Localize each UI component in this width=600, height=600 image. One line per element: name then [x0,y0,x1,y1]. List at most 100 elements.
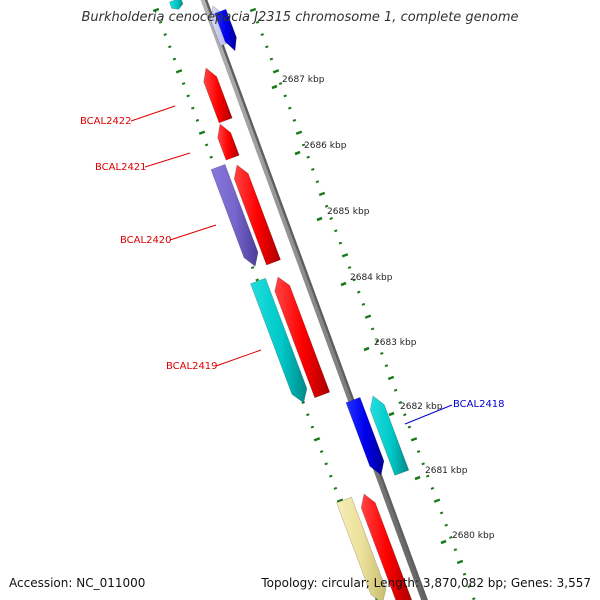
inner-tick [333,486,338,490]
outer-tick [288,106,292,110]
outer-tick [334,229,338,233]
kbp-tick [440,539,447,545]
kbp-label: 2682 kbp [400,402,443,412]
genome-summary-text: Topology: circular; Length: 3,870,082 bp… [261,576,591,590]
inner-tick [198,130,206,135]
outer-tick [329,217,333,220]
inner-tick [310,425,315,429]
gene-label-leader [130,105,176,122]
outer-tick [364,314,372,319]
gene-bcal2420-partner [233,164,281,266]
outer-tick [295,130,303,135]
label-leader-lines [130,105,453,425]
kbp-label: 2685 kbp [327,207,370,217]
gene-bcal2421 [217,123,240,161]
gene-bcal2422 [203,67,233,124]
outer-tick [384,364,389,368]
outer-tick [324,204,329,208]
gene-red-bottom [360,493,413,600]
accession-text: Accession: NC_011000 [9,576,146,590]
outer-tick [456,559,464,565]
outer-tick [444,523,448,527]
outer-tick [357,290,361,294]
inner-tick [195,118,200,122]
gene-label-leader [215,349,262,367]
backbone-line [200,0,426,600]
outer-tick [403,413,407,417]
gene-label: BCAL2418 [453,399,505,410]
outer-tick [416,450,421,454]
inner-tick [329,474,333,478]
inner-tick [191,106,195,110]
gene-cyan-top [168,0,184,10]
inner-tick [204,143,209,147]
inner-tick [306,413,310,417]
gene-label-leader [404,404,453,425]
tick-marks [152,7,476,600]
outer-tick [426,474,430,478]
outer-tick [380,351,384,355]
inner-tick [336,498,344,503]
inner-tick [209,155,213,159]
outer-tick [449,535,453,539]
kbp-tick [363,346,370,352]
outer-tick [338,241,343,245]
gene-bcal2419 [250,277,308,404]
gene-bcal2419-partner [274,276,331,399]
outer-tick [352,278,356,282]
outer-tick [249,7,257,13]
kbp-label: 2681 kbp [425,466,468,476]
gene-label: BCAL2422 [80,116,132,127]
gene-bcal2420 [210,163,259,267]
outer-tick [283,94,287,98]
outer-tick [439,511,444,515]
inner-tick [255,278,259,282]
kbp-tick [294,150,301,156]
kbp-label: 2680 kbp [452,531,495,541]
gene-blue-top [214,8,237,52]
outer-tick [306,155,310,159]
inner-tick [163,33,167,36]
kbp-tick [316,216,323,222]
outer-tick [292,118,297,122]
outer-tick [467,585,471,588]
outer-tick [430,486,435,490]
kbp-label: 2684 kbp [350,273,393,283]
inner-tick [172,57,177,61]
outer-tick [341,253,349,258]
kbp-label: 2687 kbp [282,75,325,85]
outer-tick [421,462,425,466]
kbp-label: 2683 kbp [374,338,417,348]
gene-label: BCAL2420 [120,235,172,246]
outer-tick [462,572,467,576]
inner-tick [158,20,163,24]
inner-tick [186,94,190,98]
outer-tick [387,375,395,381]
outer-tick [347,266,352,270]
inner-tick [313,437,321,442]
inner-tick [175,69,183,74]
map-title: Burkholderia cenocepacia J2315 chromosom… [81,10,519,25]
outer-tick [410,437,418,442]
inner-tick [301,401,305,404]
outer-tick [265,45,269,49]
outer-tick [370,327,375,331]
kbp-labels: 2687 kbp 2686 kbp 2685 kbp 2684 kbp 2683 kbp… [271,75,495,545]
outer-tick [260,33,264,36]
gene-label: BCAL2421 [95,162,147,173]
inner-tick [152,7,160,13]
outer-tick [269,57,274,61]
outer-tick [361,302,366,306]
outer-tick [301,143,306,147]
outer-tick [472,597,476,600]
outer-tick [278,82,283,86]
inner-tick [250,266,255,270]
outer-tick [393,388,398,392]
gene-bcal2418 [345,396,385,476]
outer-tick [255,20,260,24]
kbp-tick [271,84,278,90]
gene-label: BCAL2419 [166,361,218,372]
gene-yellow-bottom [336,496,387,600]
inner-tick [181,82,186,86]
